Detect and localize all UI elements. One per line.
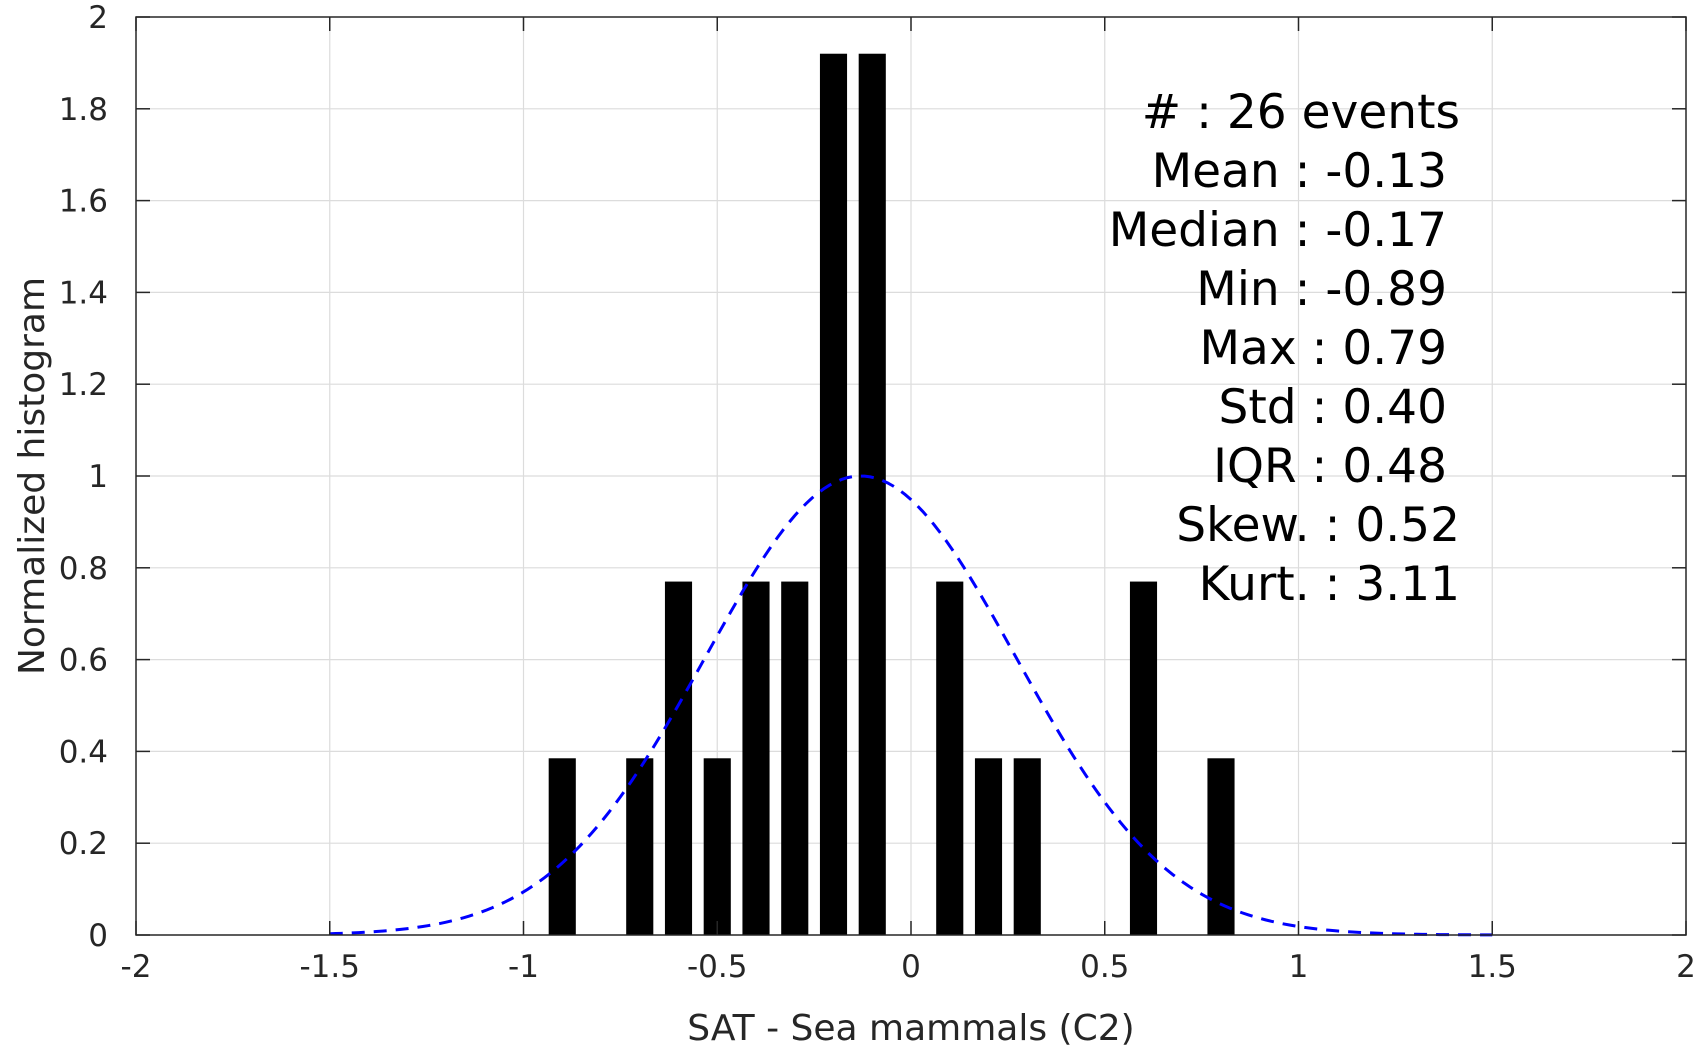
histogram-bar <box>626 758 654 935</box>
statistic-line: Std : 0.40 <box>1219 380 1447 435</box>
statistic-line: # : 26 events <box>1142 85 1460 140</box>
x-tick-label: 0.5 <box>1080 949 1129 985</box>
histogram-bar <box>936 581 964 935</box>
histogram-bar <box>819 53 848 936</box>
x-tick-label: 1 <box>1289 949 1309 985</box>
x-axis-label: SAT - Sea mammals (C2) <box>687 1008 1134 1049</box>
histogram-bar <box>1129 581 1158 935</box>
y-tick-label: 1.6 <box>59 184 108 220</box>
statistic-line: Mean : -0.13 <box>1152 144 1447 199</box>
y-tick-label: 1 <box>88 459 108 495</box>
statistic-line: Skew. : 0.52 <box>1176 498 1460 553</box>
statistic-line: Median : -0.17 <box>1109 203 1447 258</box>
histogram-bar <box>742 581 770 935</box>
x-tick-label: -1 <box>508 949 539 985</box>
y-tick-label: 1.8 <box>59 92 108 128</box>
statistic-line: Kurt. : 3.11 <box>1199 557 1460 612</box>
y-axis-ticks: 0 0.2 0.4 0.6 0.8 1 1.2 1.4 1.6 1.8 2 <box>59 0 1686 954</box>
histogram-bar <box>664 581 693 935</box>
normal-fit-curve <box>329 474 1493 937</box>
statistic-line: Min : -0.89 <box>1196 262 1447 317</box>
y-tick-label: 0.4 <box>59 734 108 770</box>
x-tick-label: -2 <box>121 949 152 985</box>
y-tick-label: 0.2 <box>59 826 108 862</box>
x-tick-label: 1.5 <box>1468 949 1517 985</box>
histogram-bar <box>548 758 576 935</box>
y-tick-label: 1.4 <box>59 275 108 311</box>
histogram-bar <box>974 758 1003 935</box>
grid-lines <box>136 17 1686 935</box>
statistic-line: IQR : 0.48 <box>1213 439 1447 494</box>
histogram-bars <box>548 53 1235 936</box>
y-tick-label: 1.2 <box>59 367 108 403</box>
x-tick-label: -0.5 <box>687 949 748 985</box>
y-tick-label: 2 <box>88 0 108 36</box>
x-tick-label: -1.5 <box>300 949 361 985</box>
histogram-bar <box>781 581 809 935</box>
y-axis-label: Normalized histogram <box>12 277 53 675</box>
histogram-bar <box>703 758 731 935</box>
y-tick-label: 0.6 <box>59 643 108 679</box>
y-tick-label: 0.8 <box>59 551 108 587</box>
y-tick-label: 0 <box>88 918 108 954</box>
x-axis-ticks: -2 -1.5 -1 -0.5 0 0.5 1 1.5 2 <box>121 17 1696 985</box>
x-tick-label: 0 <box>901 949 921 985</box>
x-tick-label: 2 <box>1676 949 1696 985</box>
statistic-line: Max : 0.79 <box>1199 321 1447 376</box>
histogram-bar <box>1013 758 1041 935</box>
histogram-bar <box>858 53 886 936</box>
